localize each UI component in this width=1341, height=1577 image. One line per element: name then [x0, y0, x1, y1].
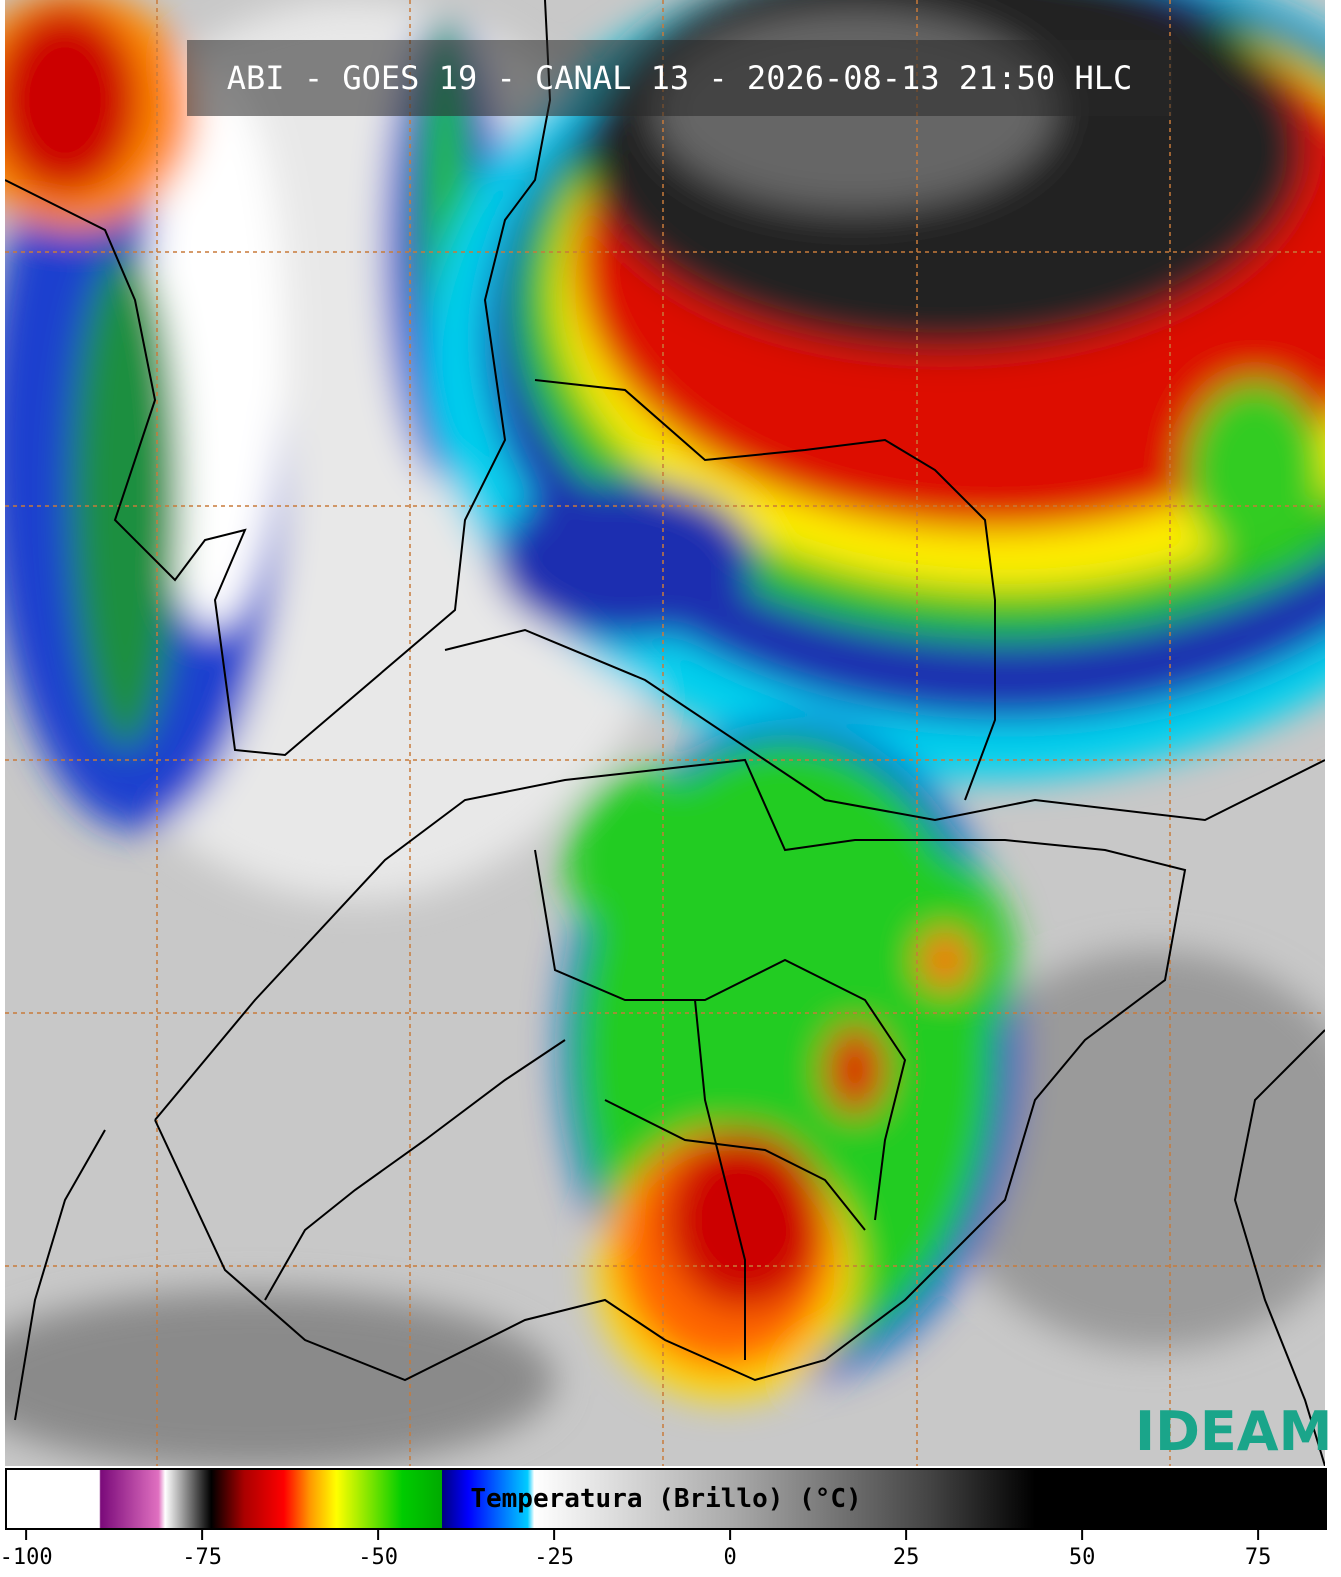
- tick-label: 75: [1245, 1545, 1272, 1570]
- tick-label: 25: [893, 1545, 920, 1570]
- satellite-map: [5, 0, 1325, 1466]
- image-title: ABI - GOES 19 - CANAL 13 - 2026-08-13 21…: [187, 40, 1172, 116]
- tick-label: 50: [1069, 1545, 1096, 1570]
- logo-text: IDEAM: [1135, 1400, 1333, 1463]
- colorbar: Temperatura (Brillo) (°C): [5, 1468, 1327, 1530]
- tick-label: -75: [182, 1545, 222, 1570]
- colorbar-ticks: -100 -75 -50 -25 0 25 50 75: [0, 1528, 1272, 1570]
- colorbar-label: Temperatura (Brillo) (°C): [470, 1484, 862, 1514]
- tick-label: -100: [0, 1545, 53, 1570]
- tick-label: -25: [534, 1545, 574, 1570]
- tick-label: -50: [358, 1545, 398, 1570]
- tick-label: 0: [723, 1545, 736, 1570]
